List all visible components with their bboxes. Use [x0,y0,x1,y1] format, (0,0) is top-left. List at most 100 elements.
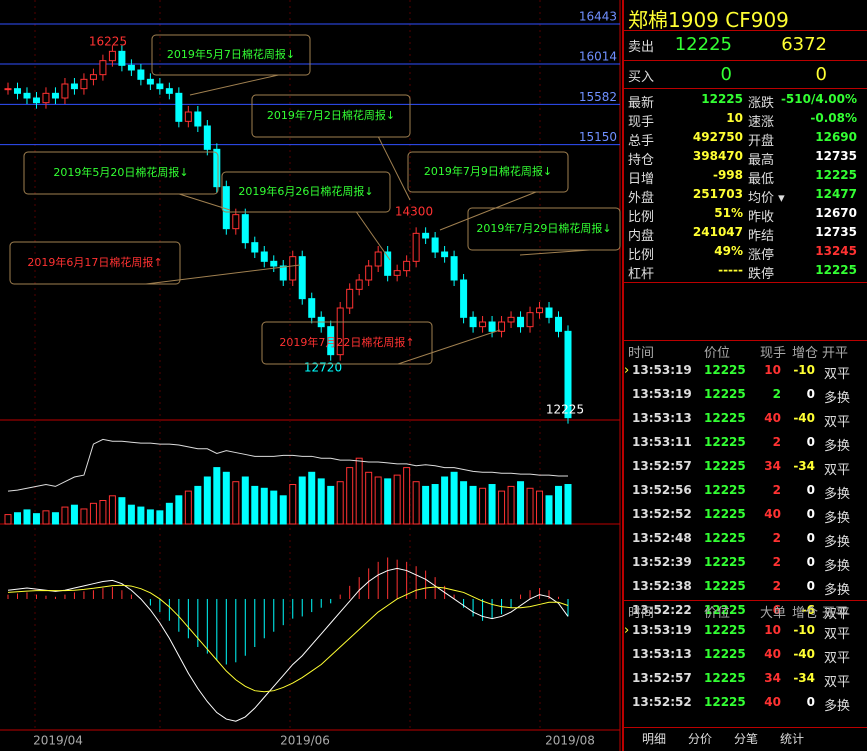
table-header: 增仓 [792,346,819,361]
candle [412,232,420,262]
annotation-box [261,321,433,365]
tab[interactable]: 明细 [642,732,667,746]
table-header: 开平 [822,346,849,361]
volume-bar [289,484,297,525]
trade-type: 双平 [824,607,851,622]
annotation-box [151,34,311,76]
trade-price: 12225 [704,603,746,617]
volume-bar [507,485,515,525]
quote-label: 跌停 [748,267,775,282]
volume-bar [279,495,287,525]
annotation-leader [355,211,391,261]
volume-bar [194,485,202,525]
candle [298,256,306,300]
trade-type: 双平 [824,651,851,666]
candle [165,88,173,94]
trade-hand: 34 [764,671,781,685]
volume-bar [232,481,240,525]
quote-value: 398470 [692,149,743,163]
volume-bar [526,487,534,525]
trade-time: 13:52:39 [632,555,692,569]
candle [203,125,211,150]
tab[interactable]: 分笔 [734,732,759,746]
candle [460,279,468,318]
volume-bar [488,484,496,525]
candle [108,50,116,62]
volume-bar [51,512,59,525]
table-header: 现手 [760,346,787,361]
volume-bar [118,497,126,525]
quote-value: ----- [718,263,743,277]
volume-bar [89,502,97,525]
separator [624,727,867,728]
trade-type: 多换 [824,583,851,598]
extreme-label: 12720 [304,361,342,375]
trade-hand: 40 [764,507,781,521]
trade-time: 13:53:19 [632,363,692,377]
candle [479,321,487,328]
candle [441,251,449,258]
quote-value: 12690 [815,130,857,144]
quote-value: 12670 [815,206,857,220]
annotation-leader [439,191,537,231]
candle [184,111,192,122]
dea-line [7,584,569,693]
table-header: 增仓 [792,606,819,621]
volume-bar [412,481,420,525]
annotation-text: 2019年7月2日棉花周报↓ [267,108,395,122]
candle [213,148,221,188]
volume-bar [517,481,525,525]
order-price: 12225 [674,34,732,55]
volume-bar [260,487,268,525]
trade-change: -6 [801,603,815,617]
candle [13,88,21,94]
extreme-label: 12225 [546,403,584,417]
quote-label: 日增 [628,172,655,187]
annotation-box [467,207,621,251]
trade-time: 13:52:57 [632,671,692,685]
trade-type: 多换 [824,511,851,526]
quote-value: 251703 [692,187,743,201]
trade-change: 0 [806,435,815,449]
trade-hand: 10 [764,363,781,377]
volume-bar [213,467,221,525]
candle [346,288,354,309]
order-volume: 0 [815,64,827,85]
tab[interactable]: 统计 [780,732,805,746]
table-header: 价位 [704,346,731,361]
quote-label: 昨结 [748,229,775,244]
candle [469,316,477,328]
quote-label: 总手 [628,134,655,149]
trade-time: 13:53:11 [632,435,692,449]
volume-bar [42,510,50,525]
candle [156,83,164,90]
trade-time: 13:52:52 [632,507,692,521]
candle [384,251,392,276]
trade-hand: 2 [772,483,781,497]
trade-time: 13:52:38 [632,579,692,593]
trade-type: 双平 [824,627,851,642]
trade-price: 12225 [704,507,746,521]
volume-bar [403,467,411,525]
candle [118,50,126,66]
trade-price: 12225 [704,671,746,685]
panel-title: 郑棉1909 CF909 [628,8,789,32]
quote-label: 最高 [748,153,775,168]
volume-bar [365,471,373,525]
trade-price: 12225 [704,555,746,569]
tab[interactable]: 分价 [688,732,713,746]
volume-bar [536,490,544,525]
order-volume: 6372 [781,34,827,55]
quote-label: 均价 ▾ [748,191,785,206]
volume-bar [336,481,344,525]
candle [241,214,249,244]
trade-time: 13:53:13 [632,411,692,425]
trade-change: -40 [793,647,815,661]
trade-hand: 2 [772,435,781,449]
dif-line [7,567,569,722]
candle [251,242,259,253]
order-price: 0 [720,64,732,85]
volume-bar [4,514,12,525]
quote-value: 492750 [692,130,743,144]
volume-bar [374,476,382,525]
